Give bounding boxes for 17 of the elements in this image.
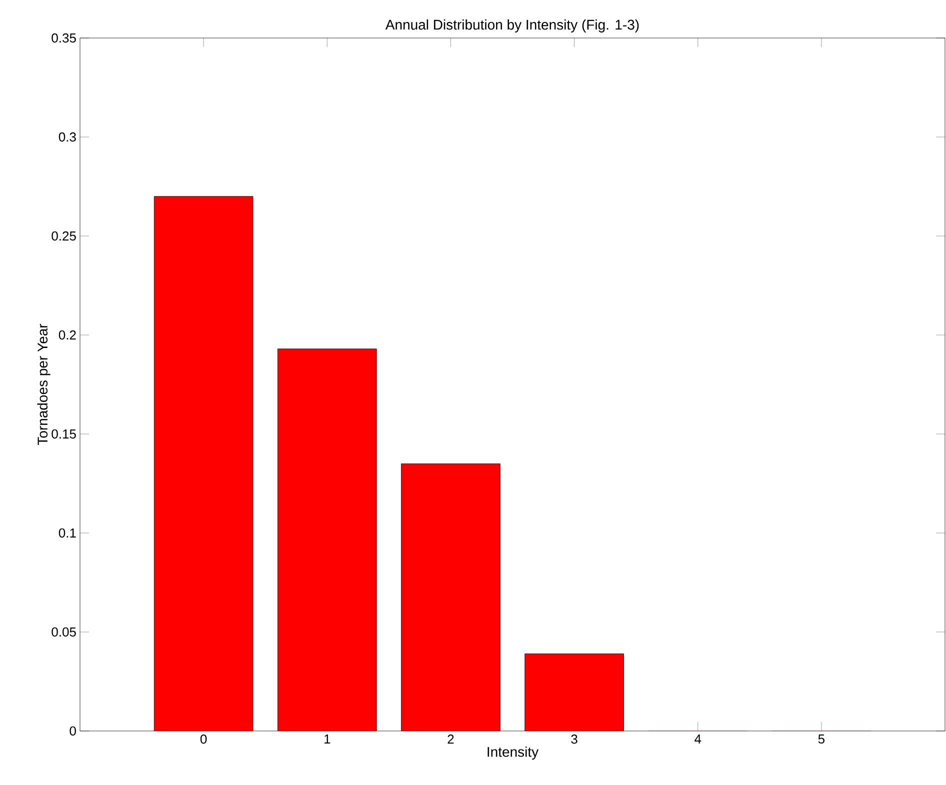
y-axis-title: Tornadoes per Year: [37, 324, 50, 446]
chart-title: Annual Distribution by Intensity (Fig. 1-3): [385, 19, 639, 32]
x-tick-label: 2: [448, 734, 454, 744]
y-tick-label: 0.15: [52, 429, 76, 439]
y-tick-label: 0.35: [52, 33, 76, 43]
y-tick-label: 0.05: [52, 627, 76, 637]
x-tick-label: 0: [200, 734, 207, 744]
x-axis-title: Intensity: [488, 746, 539, 760]
x-tick-label: 1: [324, 734, 330, 744]
y-tick-label: 0.2: [58, 330, 76, 340]
y-tick-label: 0.1: [58, 528, 76, 538]
x-tick-label: 5: [818, 734, 824, 744]
x-tick-label: 4: [694, 734, 702, 744]
y-tick-label: 0: [70, 726, 76, 736]
y-tick-label: 0.3: [58, 132, 76, 142]
y-tick-label: 0.25: [52, 231, 76, 241]
x-tick-label: 3: [571, 734, 578, 744]
